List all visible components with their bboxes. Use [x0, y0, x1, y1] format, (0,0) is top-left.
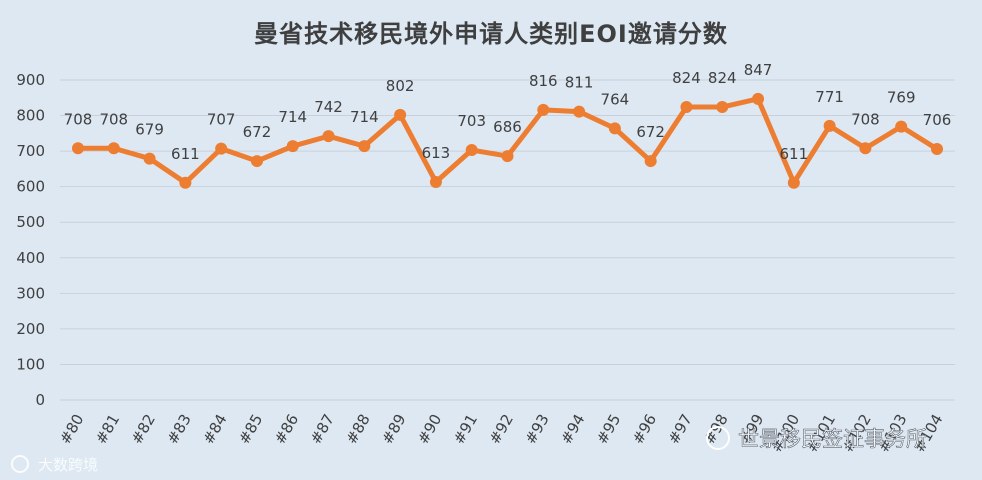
data-point	[537, 103, 550, 116]
x-tick-label: #87	[307, 411, 338, 447]
data-label: 686	[493, 118, 522, 136]
data-label: 708	[64, 110, 93, 128]
y-tick-label: 0	[35, 391, 45, 409]
x-tick-label: #80	[56, 411, 87, 447]
data-point	[501, 150, 514, 163]
data-label: 742	[314, 98, 343, 116]
x-tick-label: #81	[92, 411, 123, 447]
y-tick-label: 800	[16, 107, 45, 125]
y-tick-label: 400	[16, 249, 45, 267]
x-tick-label: #95	[593, 411, 624, 447]
chart-title: 曼省技术移民境外申请人类别EOI邀请分数	[254, 20, 728, 48]
x-tick-label: #85	[235, 411, 266, 447]
data-label: 672	[243, 123, 272, 141]
data-label: 764	[601, 90, 630, 108]
data-label: 714	[278, 108, 307, 126]
data-label: 816	[529, 72, 558, 90]
data-label: 703	[457, 112, 486, 130]
data-point	[322, 130, 335, 143]
y-tick-label: 900	[16, 71, 45, 89]
data-label: 769	[887, 89, 916, 107]
watermark-logo-icon	[11, 455, 29, 473]
data-point	[895, 120, 908, 133]
watermark-right: 世景移民签证事务所	[738, 427, 927, 451]
data-point	[358, 140, 371, 153]
x-tick-label: #89	[378, 411, 409, 447]
data-point	[215, 142, 228, 155]
x-tick-label: #92	[486, 411, 517, 447]
x-tick-label: #91	[450, 411, 481, 447]
y-tick-label: 500	[16, 213, 45, 231]
data-point	[394, 108, 407, 121]
data-label: 611	[780, 145, 809, 163]
data-point	[429, 176, 442, 189]
data-label: 847	[744, 61, 773, 79]
data-point	[143, 152, 156, 165]
data-label: 611	[171, 145, 200, 163]
data-point	[644, 155, 657, 168]
x-tick-label: #98	[700, 411, 731, 447]
x-tick-label: #90	[414, 411, 445, 447]
y-tick-label: 700	[16, 142, 45, 160]
data-point	[179, 176, 192, 189]
data-point	[72, 142, 84, 155]
data-label: 811	[565, 74, 594, 92]
data-label: 672	[636, 123, 665, 141]
x-tick-label: #82	[128, 411, 159, 447]
data-label: 824	[708, 69, 737, 87]
data-label: 707	[207, 111, 236, 129]
data-label: 706	[923, 111, 952, 129]
y-tick-label: 600	[16, 178, 45, 196]
data-point	[859, 142, 872, 155]
x-tick-label: #86	[271, 411, 302, 447]
data-point	[716, 101, 729, 114]
x-tick-label: #83	[163, 411, 194, 447]
chat-bubble-icon	[706, 426, 730, 450]
data-label: 824	[672, 69, 701, 87]
y-tick-label: 200	[16, 320, 45, 338]
data-point	[752, 92, 765, 105]
data-point	[608, 122, 621, 135]
x-tick-label: #94	[557, 411, 588, 447]
data-point	[573, 105, 586, 118]
data-label: 708	[851, 110, 880, 128]
data-point	[250, 155, 263, 168]
data-point	[465, 144, 478, 157]
data-point	[286, 140, 299, 153]
y-tick-label: 100	[16, 355, 45, 373]
watermark-left: 大数跨境	[38, 456, 98, 474]
data-point	[823, 119, 836, 132]
data-label: 708	[99, 110, 128, 128]
data-label: 679	[135, 121, 164, 139]
x-tick-label: #84	[199, 411, 230, 447]
data-point	[931, 142, 943, 155]
x-tick-label: #88	[342, 411, 373, 447]
x-tick-label: #97	[665, 411, 696, 447]
data-label: 771	[815, 88, 844, 106]
data-label: 714	[350, 108, 379, 126]
data-point	[107, 142, 120, 155]
y-tick-label: 300	[16, 284, 45, 302]
x-tick-label: #93	[521, 411, 552, 447]
x-tick-label: #96	[629, 411, 660, 447]
data-label: 613	[422, 144, 451, 162]
data-point	[680, 101, 693, 114]
data-label: 802	[386, 77, 415, 95]
data-point	[787, 176, 800, 189]
